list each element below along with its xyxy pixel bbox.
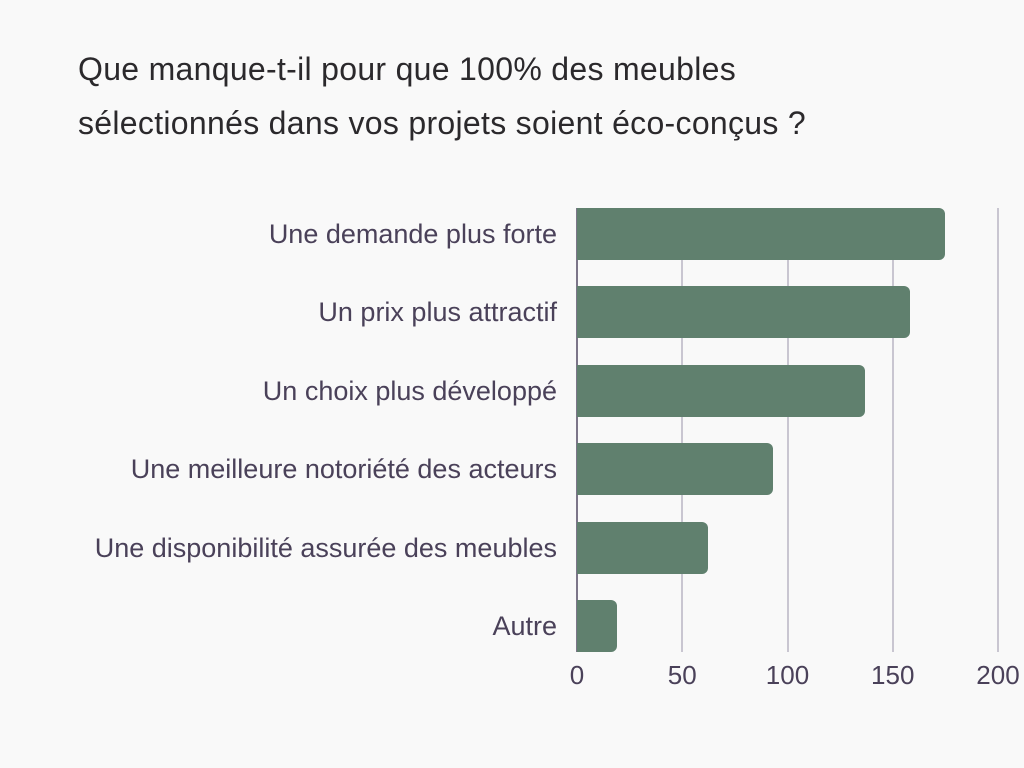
bar	[577, 600, 617, 652]
gridline	[786, 208, 789, 652]
category-label: Une disponibilité assurée des meubles	[94, 532, 557, 563]
category-label: Une meilleure notoriété des acteurs	[130, 454, 557, 485]
bar	[577, 208, 946, 260]
bar	[577, 364, 866, 417]
bar	[577, 443, 773, 496]
plot-area	[576, 208, 999, 652]
x-tick-label: 0	[569, 660, 585, 690]
category-label: Un choix plus développé	[262, 375, 557, 406]
gridline	[997, 208, 999, 652]
x-tick-label: 100	[765, 660, 810, 690]
gridline	[891, 208, 894, 652]
chart-title-line-2: sélectionnés dans vos projets soient éco…	[78, 105, 806, 141]
y-axis-category-labels: Une demande plus forte Un prix plus attra…	[20, 208, 557, 652]
x-tick-label: 50	[667, 660, 697, 690]
bar	[577, 521, 708, 574]
category-label: Autre	[492, 611, 557, 641]
x-tick-label: 200	[976, 660, 1020, 690]
x-axis-tick-labels: 0 50 100 150 200	[570, 660, 1020, 696]
chart-title: Que manque-t-il pour que 100% des meuble…	[78, 42, 806, 150]
gridline	[681, 208, 684, 652]
chart-title-line-1: Que manque-t-il pour que 100% des meuble…	[78, 51, 737, 87]
x-tick-label: 150	[871, 660, 915, 690]
category-label: Une demande plus forte	[268, 219, 557, 249]
bar	[577, 286, 910, 339]
category-label: Un prix plus attractif	[318, 297, 557, 328]
y-axis-line	[576, 208, 578, 652]
